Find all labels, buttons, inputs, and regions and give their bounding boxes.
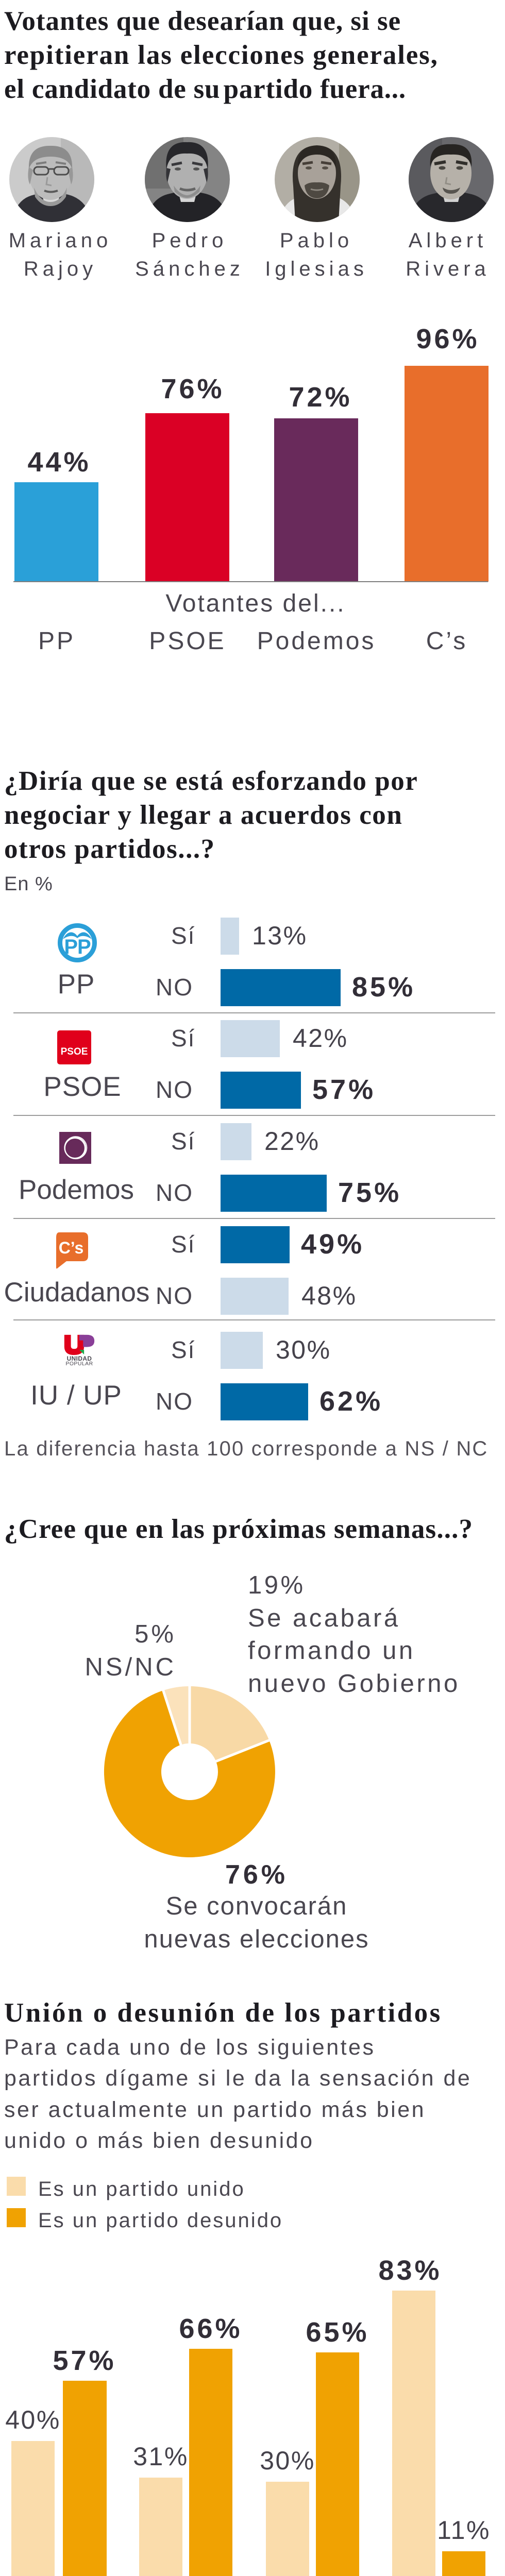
- svg-text:POPULAR: POPULAR: [65, 1361, 93, 1366]
- svg-text:C’s: C’s: [59, 1239, 84, 1257]
- svg-text:PP: PP: [64, 936, 91, 958]
- svg-text:UNIDAD: UNIDAD: [67, 1355, 92, 1362]
- svg-text:PSOE: PSOE: [61, 1046, 88, 1057]
